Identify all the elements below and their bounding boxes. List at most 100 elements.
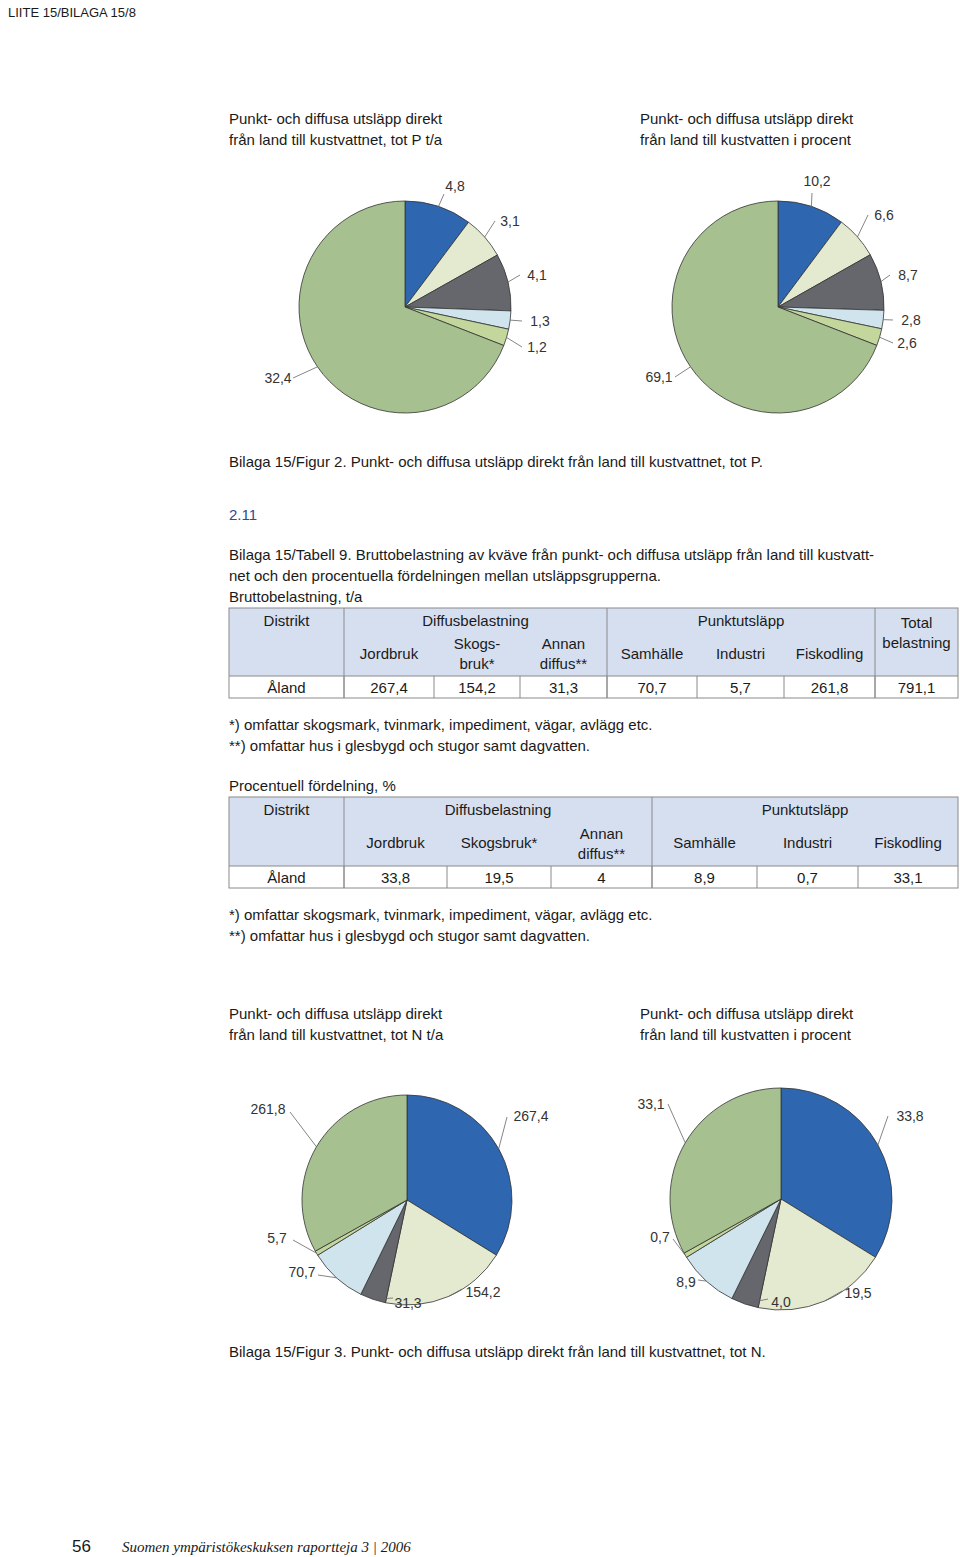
- header-cell: belastning: [882, 634, 950, 651]
- rule: [229, 676, 958, 677]
- data-label: 32,4: [264, 370, 291, 386]
- table-subtitle: Bruttobelastning, t/a: [229, 588, 363, 605]
- group-header: Punktutsläpp: [762, 801, 849, 818]
- table-cell: 154,2: [458, 679, 496, 696]
- pie-slice: [672, 201, 877, 413]
- header-cell: Jordbruk: [366, 834, 425, 851]
- section-number: 2.11: [229, 506, 257, 523]
- pie-slice: [405, 255, 511, 311]
- data-label: 33,8: [896, 1108, 923, 1124]
- rule: [652, 866, 653, 888]
- header-cell: Fiskodling: [874, 834, 942, 851]
- table-cell: 8,9: [694, 869, 715, 886]
- header-cell: Skogsbruk*: [461, 834, 538, 851]
- pie-slice: [299, 201, 504, 413]
- data-label: 5,7: [267, 1230, 287, 1246]
- leader-line: [878, 1116, 888, 1145]
- rule: [875, 608, 876, 698]
- header-cell: Annan: [542, 635, 585, 652]
- table-cell: 791,1: [898, 679, 936, 696]
- header-cell: diffus**: [540, 655, 587, 672]
- rule: [344, 676, 345, 698]
- chart-title: Punkt- och diffusa utsläpp direkt: [640, 110, 854, 127]
- data-label: 1,2: [527, 339, 547, 355]
- footnote: *) omfattar skogsmark, tvinmark, impedim…: [229, 906, 653, 923]
- leader-line: [510, 320, 522, 322]
- table: Bruttobelastning, t/aDistriktDiffusbelas…: [229, 588, 958, 754]
- data-label: 33,1: [637, 1096, 664, 1112]
- figure-caption: Bilaga 15/Figur 2. Punkt- och diffusa ut…: [229, 453, 763, 470]
- header-bg: [229, 797, 958, 866]
- running-head: LIITE 15/BILAGA 15/8: [8, 5, 136, 20]
- chart-title: Punkt- och diffusa utsläpp direkt: [229, 1005, 443, 1022]
- table: Procentuell fördelning, %DistriktDiffusb…: [229, 777, 958, 944]
- chart-title: Punkt- och diffusa utsläpp direkt: [229, 110, 443, 127]
- leader-line: [293, 367, 317, 378]
- data-label: 10,2: [803, 173, 830, 189]
- footer-series: Suomen ympäristökeskuksen raportteja 3 |…: [122, 1539, 411, 1555]
- chart-title: från land till kustvatten i procent: [640, 131, 852, 148]
- rule: [757, 866, 758, 888]
- pie-chart: Punkt- och diffusa utsläpp direkt från la…: [640, 110, 921, 413]
- leader-line: [290, 1112, 316, 1147]
- data-label: 4,1: [527, 267, 547, 283]
- leader-line: [438, 194, 444, 206]
- table-cell: 33,8: [381, 869, 410, 886]
- header-bg: [229, 608, 958, 676]
- footnote: **) omfattar hus i glesbygd och stugor s…: [229, 737, 590, 754]
- page: LIITE 15/BILAGA 15/8 Punkt- och diffusa u…: [0, 0, 960, 1557]
- table-cell: Åland: [267, 869, 305, 886]
- leader-line: [508, 275, 520, 282]
- rule: [652, 797, 653, 888]
- data-label: 4,8: [445, 178, 465, 194]
- data-label: 31,3: [394, 1295, 421, 1311]
- data-label: 0,7: [650, 1229, 670, 1245]
- leader-line: [675, 367, 691, 377]
- header-cell: Jordbruk: [360, 645, 419, 662]
- rule: [520, 676, 521, 698]
- data-label: 19,5: [844, 1285, 871, 1301]
- header-cell: diffus**: [578, 845, 625, 862]
- rule: [344, 866, 345, 888]
- pie-chart: Punkt- och diffusa utsläpp direkt från la…: [229, 110, 550, 413]
- table-cell: 70,7: [637, 679, 666, 696]
- table-cell: 267,4: [370, 679, 408, 696]
- table-subtitle: Procentuell fördelning, %: [229, 777, 396, 794]
- data-label: 3,1: [500, 213, 520, 229]
- leader-line: [745, 1299, 768, 1304]
- table-border: [229, 797, 958, 888]
- data-label: 267,4: [513, 1108, 548, 1124]
- table-caption: net och den procentuella fördelningen me…: [229, 567, 661, 584]
- slices: [670, 1088, 892, 1310]
- rule: [344, 608, 345, 698]
- rule: [434, 676, 435, 698]
- rule: [607, 608, 608, 698]
- rule: [551, 866, 552, 888]
- leader-line: [293, 1240, 316, 1253]
- header-cell: Skogs-: [454, 635, 501, 652]
- rule: [607, 676, 608, 698]
- table-border: [229, 608, 958, 698]
- leader-line: [485, 221, 495, 237]
- chart-title: från land till kustvattnet, tot P t/a: [229, 131, 443, 148]
- page-number: 56: [72, 1537, 91, 1556]
- rule: [229, 866, 958, 867]
- group-header: Punktutsläpp: [698, 612, 785, 629]
- header-cell: Samhälle: [621, 645, 684, 662]
- figure-caption: Bilaga 15/Figur 3. Punkt- och diffusa ut…: [229, 1343, 766, 1360]
- footnote: **) omfattar hus i glesbygd och stugor s…: [229, 927, 590, 944]
- footnote: *) omfattar skogsmark, tvinmark, impedim…: [229, 716, 653, 733]
- header-cell: Industri: [716, 645, 765, 662]
- pie-slice: [670, 1088, 781, 1253]
- rule: [784, 676, 785, 698]
- table-caption: Bilaga 15/Tabell 9. Bruttobelastning av …: [229, 546, 874, 563]
- table-cell: 19,5: [484, 869, 513, 886]
- leader-line: [881, 275, 890, 282]
- rule: [344, 797, 345, 888]
- data-label: 69,1: [645, 369, 672, 385]
- table-cell: 4: [597, 869, 605, 886]
- header-cell: Industri: [783, 834, 832, 851]
- data-label: 154,2: [465, 1284, 500, 1300]
- rule: [697, 676, 698, 698]
- leader-line: [883, 319, 893, 320]
